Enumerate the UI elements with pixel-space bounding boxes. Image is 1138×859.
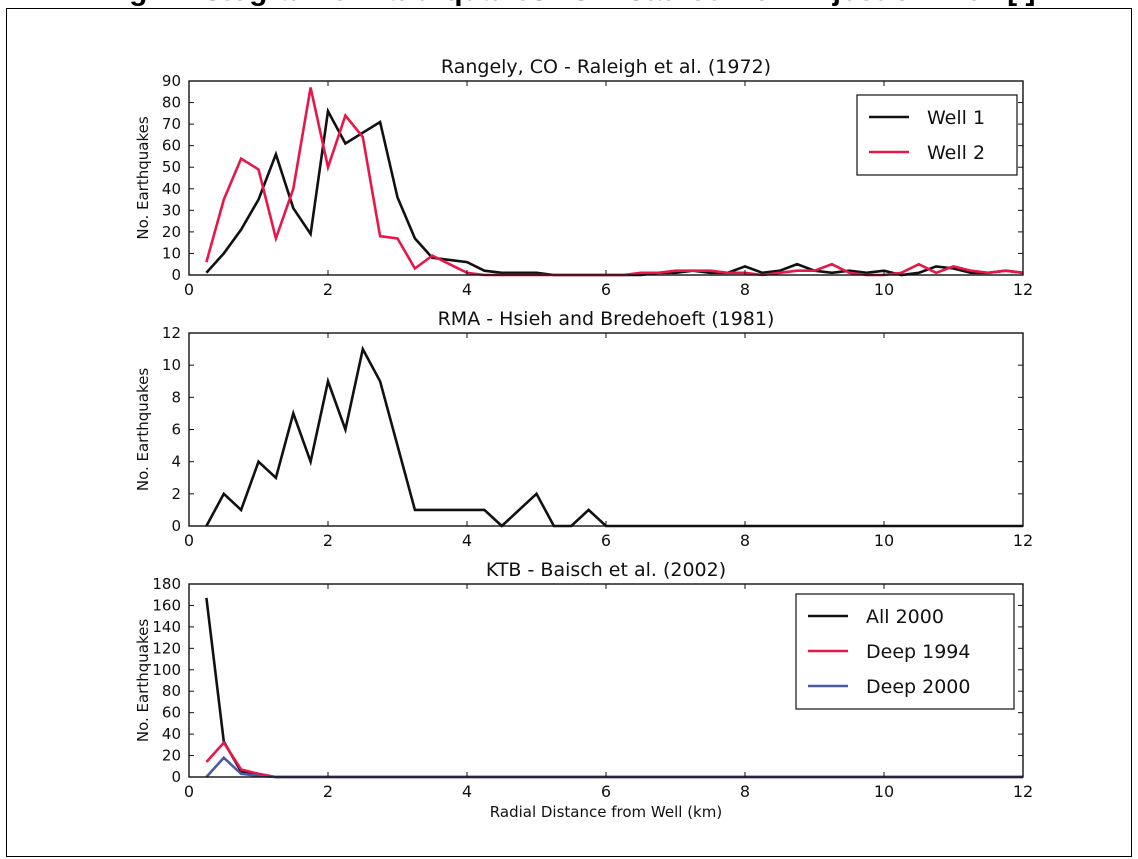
panel1-xtick-label: 0 <box>184 280 194 299</box>
panel1-ytick-label: 10 <box>162 244 181 262</box>
panel1-xtick-label: 12 <box>1013 280 1033 299</box>
panel3-legend-label-3: Deep 2000 <box>866 676 970 698</box>
panel3-ytick-label: 140 <box>152 618 181 636</box>
panel3-ytick-label: 180 <box>152 575 181 593</box>
panel2-ytick-label: 0 <box>171 517 181 535</box>
panel1-ytick-label: 30 <box>162 201 181 219</box>
panel3-ylabel: No. Earthquakes <box>134 619 152 742</box>
panel3-ytick-label: 20 <box>162 747 181 765</box>
panel2-ytick-label: 10 <box>162 356 181 374</box>
panel1-legend-box <box>856 94 1018 176</box>
panel2-xtick-label: 12 <box>1013 531 1033 550</box>
panel1-xtick-label: 4 <box>462 280 472 299</box>
panel2-xtick-label: 0 <box>184 531 194 550</box>
panel2-ytick-label: 6 <box>171 421 181 439</box>
panel3-ytick-label: 160 <box>152 596 181 614</box>
panel1-ytick-label: 90 <box>162 72 181 90</box>
panel1-ytick-label: 70 <box>162 115 181 133</box>
panel1-xtick-label: 8 <box>740 280 750 299</box>
panel1-legend-label-2: Well 2 <box>927 142 985 164</box>
panel1-ytick-label: 80 <box>162 94 181 112</box>
panel3-legend-label-2: Deep 1994 <box>866 641 970 663</box>
panel3-xlabel: Radial Distance from Well (km) <box>490 803 722 821</box>
panel3-title: KTB - Baisch et al. (2002) <box>486 559 726 581</box>
panel2-ylabel: No. Earthquakes <box>134 368 152 491</box>
panel1-ytick-label: 60 <box>162 137 181 155</box>
panel1-ytick-label: 0 <box>171 266 181 284</box>
panel1-xtick-label: 6 <box>601 280 611 299</box>
panel1-ytick-label: 20 <box>162 223 181 241</box>
panel3-series-3-line <box>205 755 1023 779</box>
clipped-figure-caption: Fig - Histogram of Earthquakes vs Distan… <box>0 0 1138 8</box>
panel1-xtick-label: 10 <box>874 280 894 299</box>
panel3-xtick-label: 4 <box>462 782 472 801</box>
panel1-legend-label-1: Well 1 <box>927 107 985 129</box>
panel3-series-2-line <box>205 740 1023 779</box>
panel1-ytick-label: 50 <box>162 158 181 176</box>
panel3-ytick-label: 0 <box>171 768 181 786</box>
panel1-title: Rangely, CO - Raleigh et al. (1972) <box>441 56 771 78</box>
panel3-ytick-label: 120 <box>152 639 181 657</box>
panel2-ytick-label: 4 <box>171 453 181 471</box>
panel3-ytick-label: 80 <box>162 682 181 700</box>
panel2-ytick-label: 8 <box>171 388 181 406</box>
panel2-title: RMA - Hsieh and Bredehoeft (1981) <box>438 308 775 330</box>
panel2-xtick-label: 4 <box>462 531 472 550</box>
panel3-xtick-label: 2 <box>323 782 333 801</box>
panel3-legend-label-1: All 2000 <box>866 606 944 628</box>
panel2-ytick-label: 12 <box>162 324 181 342</box>
panel2-xtick-label: 6 <box>601 531 611 550</box>
panel3-xtick-label: 0 <box>184 782 194 801</box>
panel2-xtick-label: 2 <box>323 531 333 550</box>
panel3-xtick-label: 12 <box>1013 782 1033 801</box>
panel2-ytick-label: 2 <box>171 485 181 503</box>
panel3-xtick-label: 10 <box>874 782 894 801</box>
panel2-axes-frame <box>188 332 1024 527</box>
panel3-xtick-label: 6 <box>601 782 611 801</box>
panel3-xtick-label: 8 <box>740 782 750 801</box>
panel3-ytick-label: 100 <box>152 661 181 679</box>
panel2-xtick-label: 10 <box>874 531 894 550</box>
panel1-xtick-label: 2 <box>323 280 333 299</box>
panel2-series-1-line <box>205 345 1023 528</box>
panel1-ylabel: No. Earthquakes <box>134 116 152 239</box>
panel3-ytick-label: 40 <box>162 725 181 743</box>
panel2-xtick-label: 8 <box>740 531 750 550</box>
panel3-ytick-label: 60 <box>162 704 181 722</box>
panel1-ytick-label: 40 <box>162 180 181 198</box>
figure-frame <box>6 8 1132 857</box>
